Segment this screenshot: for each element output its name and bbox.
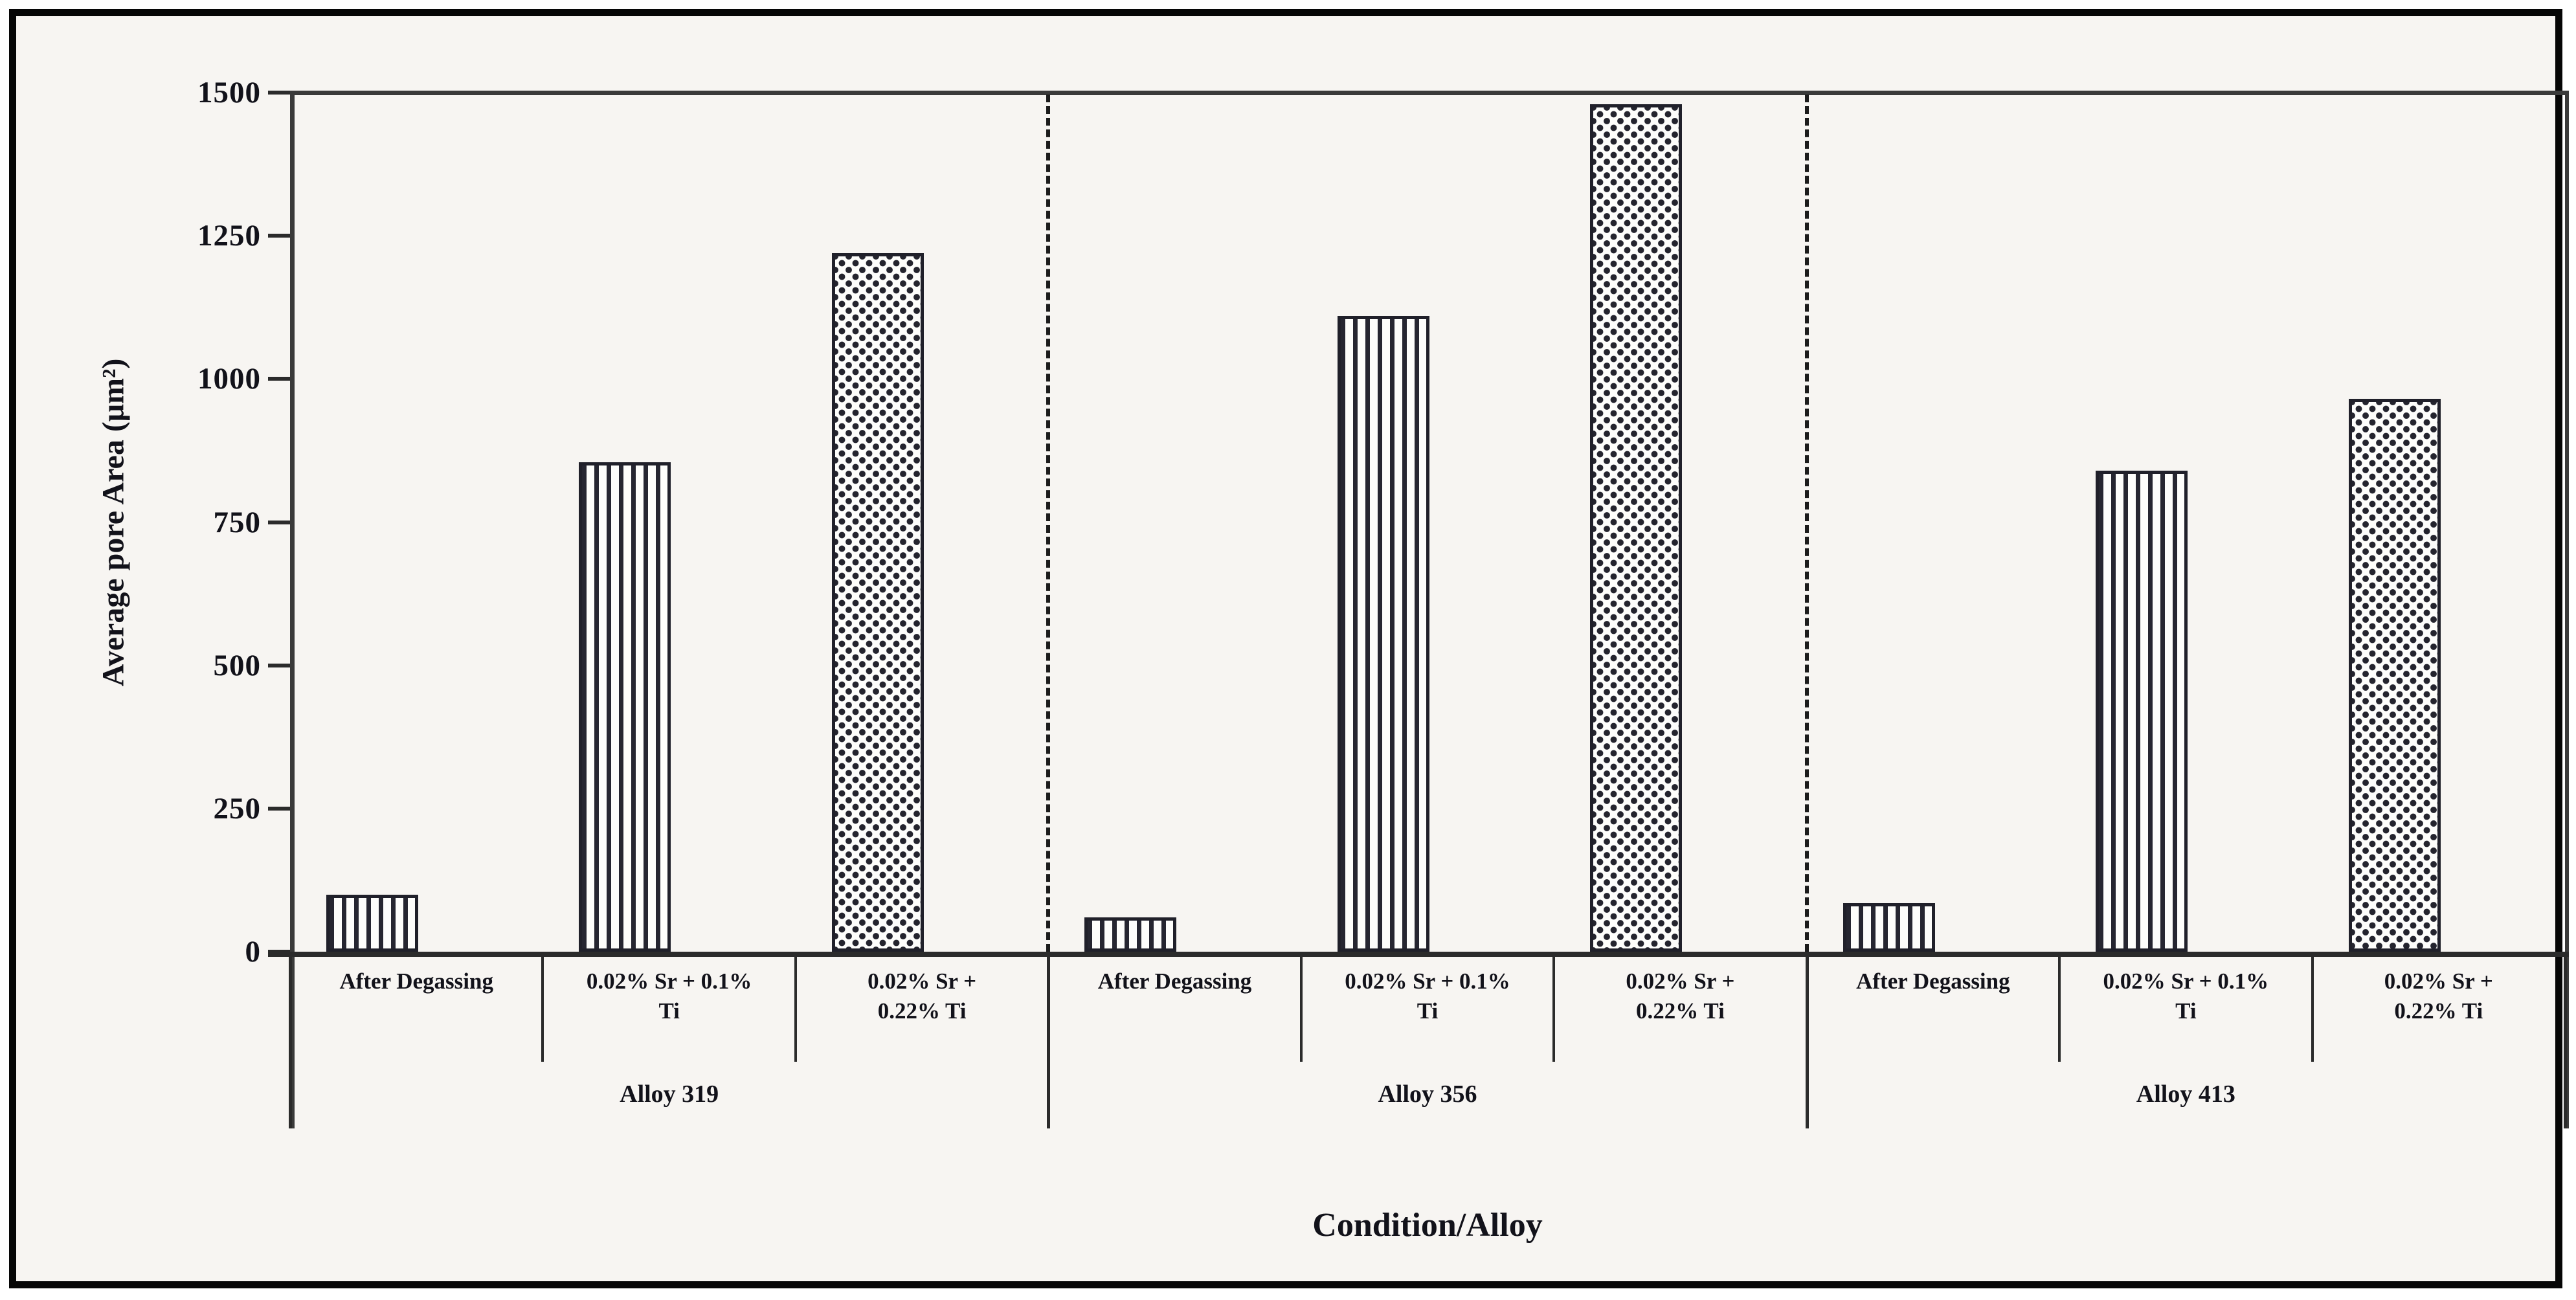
condition-label: After Degassing — [1856, 969, 2010, 994]
category-axis-group-line — [1805, 952, 1809, 1128]
bar-alloy-413-c1 — [2096, 470, 2188, 952]
group-separator-dashed — [1804, 95, 1809, 952]
category-axis-condition-line — [2058, 952, 2061, 1062]
y-tick-label: 0 — [245, 935, 261, 969]
y-axis-tick — [268, 91, 290, 95]
x-axis-line — [268, 952, 2569, 957]
y-tick-label: 1500 — [197, 76, 261, 109]
category-axis-group-line — [1047, 952, 1051, 1128]
y-tick-label: 1250 — [197, 219, 261, 253]
alloy-group-label: Alloy 356 — [1378, 1081, 1477, 1108]
group-separator-dashed — [1046, 95, 1051, 952]
y-axis-tick — [268, 950, 290, 954]
x-axis-title: Condition/Alloy — [1312, 1207, 1543, 1244]
bar-alloy-319-c2 — [831, 252, 924, 952]
figure-border: Average pore Area (μm²) Condition/Alloy … — [9, 9, 2569, 1288]
condition-label: 0.02% Sr + 0.22% Ti — [2384, 969, 2493, 1024]
bar-alloy-356-c1 — [1337, 316, 1429, 952]
y-tick-label: 500 — [213, 648, 261, 682]
category-axis-condition-line — [541, 952, 544, 1062]
y-tick-label: 1000 — [197, 362, 261, 396]
alloy-group-label: Alloy 319 — [620, 1081, 719, 1108]
y-tick-label: 250 — [213, 791, 261, 825]
category-axis-condition-line — [794, 952, 797, 1062]
condition-label: After Degassing — [1097, 969, 1252, 994]
y-axis-tick — [268, 663, 290, 667]
condition-label: 0.02% Sr + 0.1% Ti — [1345, 969, 1510, 1024]
bar-alloy-319-c1 — [579, 462, 671, 952]
bar-alloy-356-c2 — [1590, 104, 1683, 952]
alloy-group-label: Alloy 413 — [2136, 1081, 2235, 1108]
condition-label: 0.02% Sr + 0.1% Ti — [586, 969, 752, 1024]
category-axis-group-line — [289, 952, 292, 1128]
plot-right-border — [2565, 91, 2569, 1128]
category-axis-condition-line — [1552, 952, 1556, 1062]
category-axis-condition-line — [2311, 952, 2314, 1062]
y-axis-tick — [268, 520, 290, 524]
y-axis-tick — [268, 234, 290, 238]
category-axis-group-line — [2564, 952, 2567, 1128]
condition-label: After Degassing — [339, 969, 493, 994]
y-axis-tick — [268, 806, 290, 811]
bar-alloy-319-c0 — [326, 894, 418, 952]
category-axis-condition-line — [1299, 952, 1303, 1062]
condition-label: 0.02% Sr + 0.22% Ti — [868, 969, 977, 1024]
y-axis-tick — [268, 377, 290, 381]
y-tick-label: 750 — [213, 505, 261, 539]
bar-alloy-413-c2 — [2348, 399, 2441, 952]
y-axis-line — [290, 91, 295, 1128]
bar-alloy-413-c0 — [1842, 902, 1935, 952]
bar-alloy-356-c0 — [1084, 917, 1177, 952]
plot-top-border — [290, 91, 2569, 95]
condition-label: 0.02% Sr + 0.1% Ti — [2103, 969, 2269, 1024]
condition-label: 0.02% Sr + 0.22% Ti — [1626, 969, 1735, 1024]
